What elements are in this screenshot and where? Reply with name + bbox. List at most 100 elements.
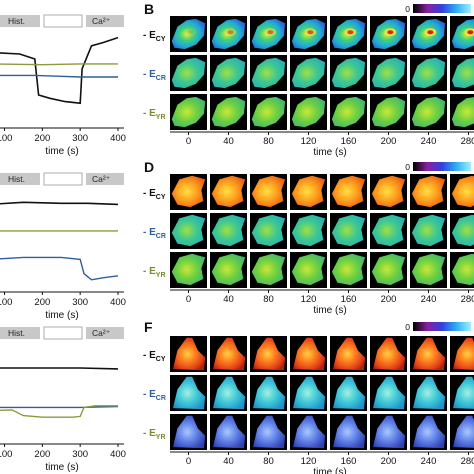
cell-shape: [213, 415, 246, 449]
image-tick-label: 0: [186, 456, 191, 467]
row-label-sub: CY: [156, 194, 166, 201]
colorbar: [413, 322, 471, 331]
image-tick-label: 200: [381, 136, 397, 147]
cell-shape: [211, 214, 246, 247]
cell-shape: [413, 337, 446, 371]
row-label: - ECY: [143, 188, 166, 201]
nucleus-core: [227, 30, 234, 35]
cell-shape: [173, 376, 206, 410]
nucleus-core: [387, 30, 394, 35]
nucleus-core: [347, 30, 354, 35]
cell-shape: [173, 415, 206, 449]
stim-hist-label: Hist.: [8, 174, 25, 184]
cell-shape: [293, 376, 326, 410]
cell-shape: [333, 415, 366, 449]
cell-shape: [451, 175, 474, 208]
trace-tick-label: 100: [0, 133, 12, 144]
nucleus-core: [427, 30, 434, 35]
cell-shape: [171, 18, 206, 50]
row-label: - ECR: [143, 389, 166, 402]
cell-shape: [373, 415, 406, 449]
row-label-sub: CR: [156, 233, 166, 240]
cell-shape: [253, 337, 286, 371]
cell-shape: [211, 57, 246, 89]
image-tick-label: 280: [461, 456, 474, 467]
image-tick-label: 80: [263, 456, 274, 467]
cell-shape: [451, 19, 474, 50]
row-label-main: - E: [143, 428, 156, 439]
cell-shape: [331, 96, 366, 128]
image-tick-label: 280: [461, 136, 474, 147]
cell-shape: [331, 57, 366, 89]
cell-shape: [451, 214, 474, 247]
cell-shape: [171, 175, 206, 208]
image-tick-label: 200: [381, 294, 397, 305]
stim-hist-label: Hist.: [8, 328, 25, 338]
cell-shape: [251, 253, 286, 286]
cell-shape: [451, 97, 474, 128]
image-tick-label: 120: [301, 294, 317, 305]
cell-shape: [413, 376, 446, 410]
cell-shape: [253, 415, 286, 449]
row-label-sub: CR: [156, 75, 166, 82]
colorbar: [413, 4, 471, 13]
row-label: - ECY: [143, 30, 166, 43]
stim-hist-box: [0, 327, 40, 339]
image-tick-label: 160: [341, 294, 357, 305]
row-label: - ECR: [143, 69, 166, 82]
stim-gap-box: [43, 14, 83, 28]
stim-gap-box: [43, 172, 83, 186]
nucleus-core: [467, 30, 474, 35]
row-label-sub: CR: [156, 395, 166, 402]
row-label-main: - E: [143, 350, 156, 361]
trace-tick-label: 400: [110, 297, 126, 308]
cell-shape: [213, 337, 246, 371]
trace-tick-label: 300: [72, 133, 88, 144]
row-label-main: - E: [143, 69, 156, 80]
cell-shape: [211, 96, 246, 128]
stim-ca-box: [86, 327, 124, 339]
row-label-main: - E: [143, 227, 156, 238]
colorbar-min: 0: [405, 322, 410, 332]
row-label-main: - E: [143, 266, 156, 277]
panel-f: Hist.Ca²⁺100200300400time (s)F0- ECY- EC…: [0, 319, 474, 474]
image-tick-label: 80: [263, 294, 274, 305]
cell-shape: [291, 96, 326, 128]
image-tick-label: 200: [381, 456, 397, 467]
cell-shape: [453, 337, 474, 370]
trace-blue: [0, 74, 118, 78]
trace-xlabel: time (s): [45, 310, 78, 321]
trace-blue: [0, 256, 119, 281]
image-xlabel: time (s): [313, 467, 346, 474]
image-tick-label: 240: [421, 456, 437, 467]
trace-green: [0, 405, 118, 418]
cell-shape: [251, 57, 286, 89]
row-label: - EYR: [143, 108, 166, 121]
nucleus-core: [307, 30, 314, 35]
image-tick-label: 280: [461, 294, 474, 305]
trace-tick-label: 100: [0, 449, 12, 460]
trace-tick-label: 300: [72, 449, 88, 460]
cell-shape: [411, 175, 446, 208]
cell-shape: [333, 376, 366, 410]
cell-shape: [171, 96, 206, 128]
cell-shape: [371, 214, 406, 247]
stim-ca-label: Ca²⁺: [92, 174, 111, 184]
row-label: - ECY: [143, 350, 166, 363]
image-tick-label: 0: [186, 294, 191, 305]
cell-shape: [451, 58, 474, 89]
trace-tick-label: 100: [0, 297, 12, 308]
panel-d: Hist.Ca²⁺100200300400time (s)D0- ECY- EC…: [0, 159, 474, 321]
nucleus-core: [187, 30, 194, 35]
cell-shape: [251, 96, 286, 128]
nucleus-hotspot: [184, 28, 197, 37]
trace-tick-label: 400: [110, 133, 126, 144]
row-label-sub: YR: [156, 114, 166, 121]
stim-hist-box: [0, 173, 40, 185]
colorbar: [413, 162, 471, 171]
cell-shape: [251, 175, 286, 208]
row-label: - EYR: [143, 428, 166, 441]
cell-shape: [211, 253, 246, 286]
nucleus-hotspot: [224, 28, 237, 37]
